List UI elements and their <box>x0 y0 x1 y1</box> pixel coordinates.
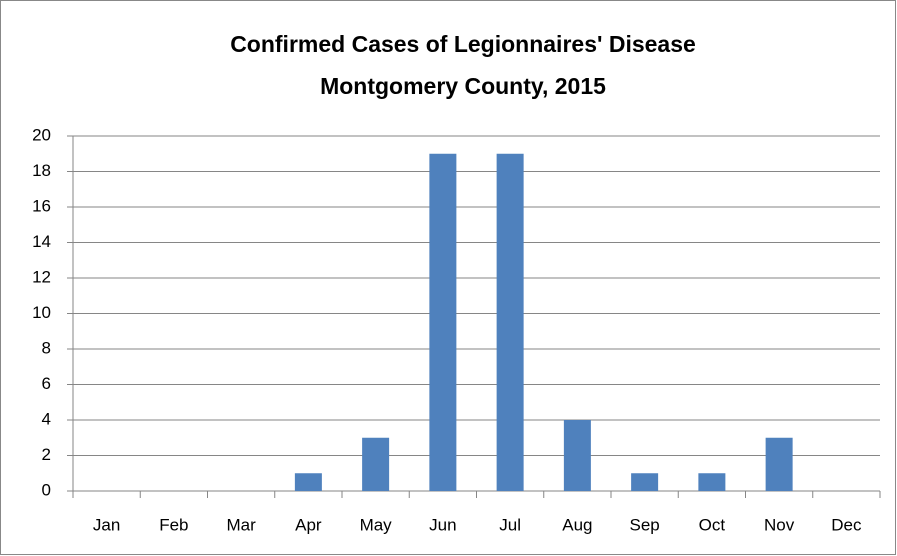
y-tick-label: 8 <box>42 338 51 357</box>
x-tick-label: Feb <box>159 515 188 534</box>
x-tick-label: Oct <box>699 515 726 534</box>
y-tick-label: 20 <box>32 125 51 144</box>
x-tick-label: Mar <box>226 515 256 534</box>
x-tick-label: May <box>360 515 393 534</box>
bar <box>765 437 793 491</box>
y-tick-label: 18 <box>32 161 51 180</box>
bar <box>563 420 591 491</box>
x-tick-label: Dec <box>831 515 862 534</box>
x-tick-label: Nov <box>764 515 795 534</box>
bar <box>294 473 322 491</box>
bar <box>362 437 390 491</box>
y-tick-label: 12 <box>32 267 51 286</box>
bar <box>631 473 659 491</box>
y-tick-label: 2 <box>42 445 51 464</box>
chart-title: Confirmed Cases of Legionnaires' Disease <box>230 31 696 57</box>
x-tick-label: Sep <box>630 515 660 534</box>
y-tick-label: 16 <box>32 196 51 215</box>
y-tick-label: 4 <box>42 409 51 428</box>
x-tick-label: Aug <box>562 515 592 534</box>
y-tick-label: 6 <box>42 374 51 393</box>
bar <box>429 153 457 491</box>
x-tick-label: Apr <box>295 515 322 534</box>
y-tick-label: 14 <box>32 232 51 251</box>
x-tick-label: Jul <box>499 515 521 534</box>
x-tick-label: Jan <box>93 515 120 534</box>
y-tick-label: 0 <box>42 480 51 499</box>
y-tick-label: 10 <box>32 303 51 322</box>
x-tick-label: Jun <box>429 515 456 534</box>
chart-title: Montgomery County, 2015 <box>320 73 606 99</box>
bar <box>496 153 524 491</box>
bar <box>698 473 726 491</box>
